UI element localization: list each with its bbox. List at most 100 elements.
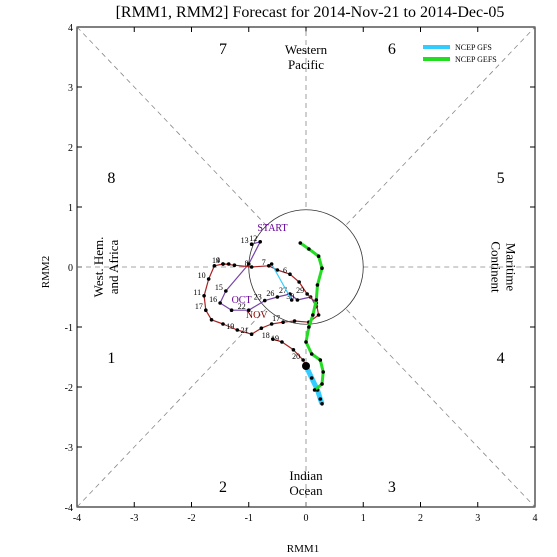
point-label: 29 <box>296 286 304 295</box>
series-point <box>235 328 240 332</box>
series-point <box>224 289 228 293</box>
phase-number: 6 <box>388 41 396 58</box>
series-point <box>275 295 280 299</box>
series-point <box>269 322 274 326</box>
x-tick-label: -2 <box>187 513 195 524</box>
series-point <box>316 254 321 258</box>
region-label-west-hem: West. Hem. and Africa <box>91 237 121 298</box>
point-label: 8 <box>245 259 249 268</box>
legend-label: NCEP GFS <box>455 43 492 52</box>
chart-title: [RMM1, RMM2] Forecast for 2014-Nov-21 to… <box>116 4 505 21</box>
phase-divider <box>346 26 536 225</box>
phase-number: 5 <box>497 170 505 187</box>
series-point <box>291 348 296 352</box>
point-label: 6 <box>283 266 287 275</box>
series-point <box>288 272 292 277</box>
series-point <box>304 340 308 344</box>
series-point <box>318 397 323 401</box>
series-point <box>309 376 314 380</box>
region-label-indian-ocean: Indian <box>289 468 323 483</box>
series-point <box>269 262 274 266</box>
series-line <box>271 263 293 301</box>
series-point <box>297 280 301 284</box>
x-tick-label: -4 <box>73 513 81 524</box>
series-line <box>272 338 307 367</box>
series-point <box>221 322 225 326</box>
y-tick-label: 4 <box>68 23 73 34</box>
x-axis-label: RMM1 <box>287 543 319 555</box>
point-label: 21 <box>241 326 249 335</box>
point-label: 15 <box>215 283 223 292</box>
series-point <box>320 266 324 271</box>
point-label: 7 <box>262 258 266 267</box>
series-point <box>305 292 309 296</box>
x-tick-label: 1 <box>361 513 366 524</box>
point-label: 27 <box>279 286 287 295</box>
series-point <box>259 326 264 331</box>
series-point <box>232 263 237 268</box>
series-point <box>212 264 217 268</box>
phase-number: 8 <box>107 170 115 187</box>
phase-number: 2 <box>219 479 227 496</box>
month-label: NOV <box>246 310 268 321</box>
region-label-west-hem-line: and Africa <box>106 240 121 295</box>
y-tick-label: -1 <box>65 323 73 334</box>
region-label-western-pacific: Pacific <box>288 57 324 72</box>
series-point <box>246 262 251 266</box>
series-point <box>280 340 284 344</box>
legend-label: NCEP GEFS <box>455 55 497 64</box>
series-point <box>292 319 297 323</box>
series-point <box>301 358 305 362</box>
month-label: START <box>257 223 287 234</box>
phase-number: 4 <box>497 350 505 367</box>
series-point <box>266 264 271 268</box>
region-label-maritime-line: Maritime <box>503 243 518 292</box>
point-label: 17 <box>272 314 280 323</box>
series-point <box>309 352 314 356</box>
phase-divider <box>346 309 536 508</box>
series-point <box>246 308 251 313</box>
phase-divider <box>76 309 266 508</box>
series-point <box>258 240 263 244</box>
y-tick-label: 3 <box>68 83 73 94</box>
y-tick-label: -3 <box>65 443 73 454</box>
point-label: 22 <box>238 302 246 311</box>
series-point <box>320 402 324 406</box>
x-tick-label: 4 <box>533 513 538 524</box>
point-label: 11 <box>193 288 201 297</box>
series-point <box>204 308 208 313</box>
point-label: 18 <box>262 331 270 340</box>
point-label: 14 <box>212 256 220 265</box>
point-label: 13 <box>241 236 249 245</box>
series-point <box>218 301 222 305</box>
series-point <box>289 298 294 302</box>
y-tick-label: 1 <box>68 203 73 214</box>
phase-divider <box>76 26 266 225</box>
point-label: 19 <box>226 322 234 331</box>
series-point <box>262 298 267 303</box>
y-tick-label: 2 <box>68 143 73 154</box>
series-point <box>320 382 324 386</box>
point-label: 9 <box>216 256 220 265</box>
point-label: 26 <box>266 289 274 298</box>
series-point <box>275 268 280 272</box>
series-point <box>209 318 214 322</box>
current-position-marker <box>302 362 310 370</box>
series-point <box>307 247 311 251</box>
series-point <box>314 298 319 302</box>
series-point <box>206 277 211 281</box>
series-point <box>307 325 311 329</box>
series-point <box>298 241 303 245</box>
series-point <box>226 262 231 266</box>
series-point <box>311 313 315 317</box>
series-point <box>249 242 254 246</box>
region-label-indian-ocean: Ocean <box>289 483 323 498</box>
x-tick-label: 0 <box>304 513 309 524</box>
point-label: 10 <box>198 271 206 280</box>
x-tick-label: -1 <box>245 513 253 524</box>
month-label: OCT <box>232 295 252 306</box>
phase-number: 1 <box>107 350 115 367</box>
y-tick-label: 0 <box>68 263 73 274</box>
region-label-western-pacific: Western <box>285 42 328 57</box>
